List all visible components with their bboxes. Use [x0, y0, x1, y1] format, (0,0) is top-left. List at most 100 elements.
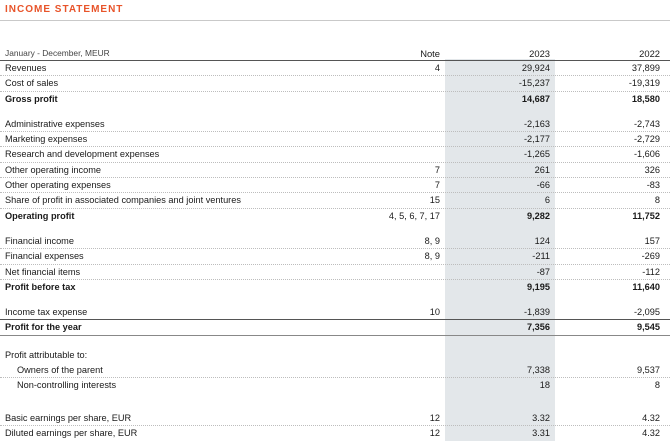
- table-row-administrative-expenses: Administrative expenses -2,163 -2,743: [0, 117, 670, 133]
- row-value-2023: 14,687: [521, 93, 550, 104]
- row-label: Marketing expenses: [5, 134, 88, 145]
- table-row-operating-profit: Operating profit 4, 5, 6, 7, 17 9,282 11…: [0, 209, 670, 224]
- row-label: Gross profit: [5, 93, 58, 104]
- row-label: Non-controlling interests: [17, 380, 117, 391]
- table-row-profit-before-tax: Profit before tax 9,195 11,640: [0, 280, 670, 295]
- row-value-2023: -2,163: [523, 118, 550, 129]
- table-row-revenues: Revenues 4 29,924 37,899: [0, 61, 670, 77]
- table-row-gross-profit: Gross profit 14,687 18,580: [0, 92, 670, 107]
- row-label: Share of profit in associated companies …: [5, 195, 241, 206]
- row-label: Diluted earnings per share, EUR: [5, 427, 138, 438]
- table-row-financial-expenses: Financial expenses 8, 9 -211 -269: [0, 249, 670, 265]
- table-header-row: January - December, MEUR Note 2023 2022: [0, 46, 670, 61]
- row-value-2022: 18,580: [631, 93, 660, 104]
- table-row-diluted-eps: Diluted earnings per share, EUR 12 3.31 …: [0, 426, 670, 441]
- row-label: Income tax expense: [5, 307, 88, 318]
- row-label: Profit attributable to:: [5, 349, 88, 360]
- period-label: January - December, MEUR: [5, 48, 110, 58]
- page-title: INCOME STATEMENT: [5, 4, 124, 15]
- row-value-2022: -19,319: [628, 78, 660, 89]
- row-label: Revenues: [5, 63, 47, 73]
- table-row-other-operating-income: Other operating income 7 261 326: [0, 163, 670, 179]
- row-value-2022: 8: [654, 380, 660, 391]
- row-value-2022: -112: [642, 266, 660, 277]
- row-note: 10: [429, 307, 440, 318]
- table-row-income-tax-expense: Income tax expense 10 -1,839 -2,095: [0, 305, 670, 321]
- row-value-2023: -66: [536, 180, 550, 191]
- table-row-other-operating-expenses: Other operating expenses 7 -66 -83: [0, 178, 670, 194]
- table-row-financial-income: Financial income 8, 9 124 157: [0, 234, 670, 250]
- row-label: Cost of sales: [5, 78, 59, 89]
- table-row-marketing-expenses: Marketing expenses -2,177 -2,729: [0, 132, 670, 148]
- row-note: 12: [429, 412, 440, 423]
- row-value-2022: -83: [646, 180, 660, 191]
- row-value-2023: 124: [534, 235, 550, 246]
- row-value-2022: 9,537: [637, 365, 660, 376]
- row-label: Owners of the parent: [17, 365, 103, 376]
- row-note: 4: [434, 63, 440, 73]
- row-value-2022: 8: [654, 195, 660, 206]
- row-value-2023: 261: [534, 164, 550, 175]
- row-label: Financial income: [5, 235, 74, 246]
- row-label: Basic earnings per share, EUR: [5, 412, 132, 423]
- row-value-2023: 9,195: [527, 281, 550, 292]
- row-value-2022: 11,640: [632, 281, 660, 292]
- row-value-2023: -1,265: [523, 149, 550, 160]
- row-value-2022: 326: [644, 164, 660, 175]
- row-label: Net financial items: [5, 266, 81, 277]
- row-note: 8, 9: [424, 235, 440, 246]
- year-2022-column-header: 2022: [639, 48, 660, 59]
- row-value-2022: -269: [641, 251, 660, 262]
- table-row-research-and-development: Research and development expenses -1,265…: [0, 147, 670, 163]
- row-value-2023: -211: [532, 251, 550, 262]
- table-row-non-controlling-interests: Non-controlling interests 18 8: [0, 378, 670, 393]
- table-row-profit-attributable: Profit attributable to:: [0, 348, 670, 363]
- table-row-profit-for-the-year: Profit for the year 7,356 9,545: [0, 320, 670, 336]
- row-note: 7: [434, 164, 440, 175]
- row-label: Other operating expenses: [5, 180, 111, 191]
- row-value-2023: -2,177: [523, 134, 550, 145]
- row-value-2023: 7,356: [527, 322, 550, 333]
- row-value-2022: 4.32: [642, 427, 660, 438]
- row-value-2022: 11,752: [632, 210, 660, 221]
- row-label: Administrative expenses: [5, 118, 105, 129]
- row-value-2022: -2,743: [633, 118, 660, 129]
- row-value-2022: -2,095: [633, 307, 660, 318]
- row-label: Operating profit: [5, 210, 75, 221]
- row-value-2023: 29,924: [521, 63, 550, 73]
- row-note: 15: [429, 195, 440, 206]
- row-value-2023: 6: [544, 195, 550, 206]
- row-value-2022: 9,545: [637, 322, 660, 333]
- row-note: 8, 9: [424, 251, 440, 262]
- row-value-2023: -87: [536, 266, 550, 277]
- row-note: 4, 5, 6, 7, 17: [388, 210, 440, 221]
- row-value-2022: 157: [644, 235, 660, 246]
- row-value-2023: 9,282: [527, 210, 550, 221]
- table-row-share-of-profit-associates: Share of profit in associated companies …: [0, 193, 670, 209]
- row-value-2022: 4.32: [642, 412, 660, 423]
- title-divider: [0, 20, 670, 21]
- row-label: Financial expenses: [5, 251, 84, 262]
- row-note: 12: [429, 427, 440, 438]
- row-value-2022: 37,899: [631, 63, 660, 73]
- row-value-2023: -1,839: [523, 307, 550, 318]
- row-value-2023: 18: [539, 380, 550, 391]
- table-row-net-financial-items: Net financial items -87 -112: [0, 265, 670, 280]
- row-value-2023: -15,237: [518, 78, 550, 89]
- row-label: Profit for the year: [5, 322, 82, 333]
- row-value-2022: -1,606: [633, 149, 660, 160]
- row-label: Other operating income: [5, 164, 102, 175]
- row-label: Research and development expenses: [5, 149, 160, 160]
- row-value-2023: 3.32: [532, 412, 550, 423]
- income-statement-table: January - December, MEUR Note 2023 2022 …: [0, 46, 670, 441]
- table-row-cost-of-sales: Cost of sales -15,237 -19,319: [0, 76, 670, 92]
- row-value-2023: 7,338: [527, 365, 550, 376]
- table-row-basic-eps: Basic earnings per share, EUR 12 3.32 4.…: [0, 411, 670, 426]
- row-note: 7: [434, 180, 440, 191]
- row-value-2022: -2,729: [633, 134, 660, 145]
- note-column-header: Note: [420, 48, 440, 59]
- table-row-owners-of-parent: Owners of the parent 7,338 9,537: [0, 363, 670, 379]
- row-label: Profit before tax: [5, 281, 76, 292]
- year-2023-column-header: 2023: [529, 48, 550, 59]
- row-value-2023: 3.31: [532, 427, 550, 438]
